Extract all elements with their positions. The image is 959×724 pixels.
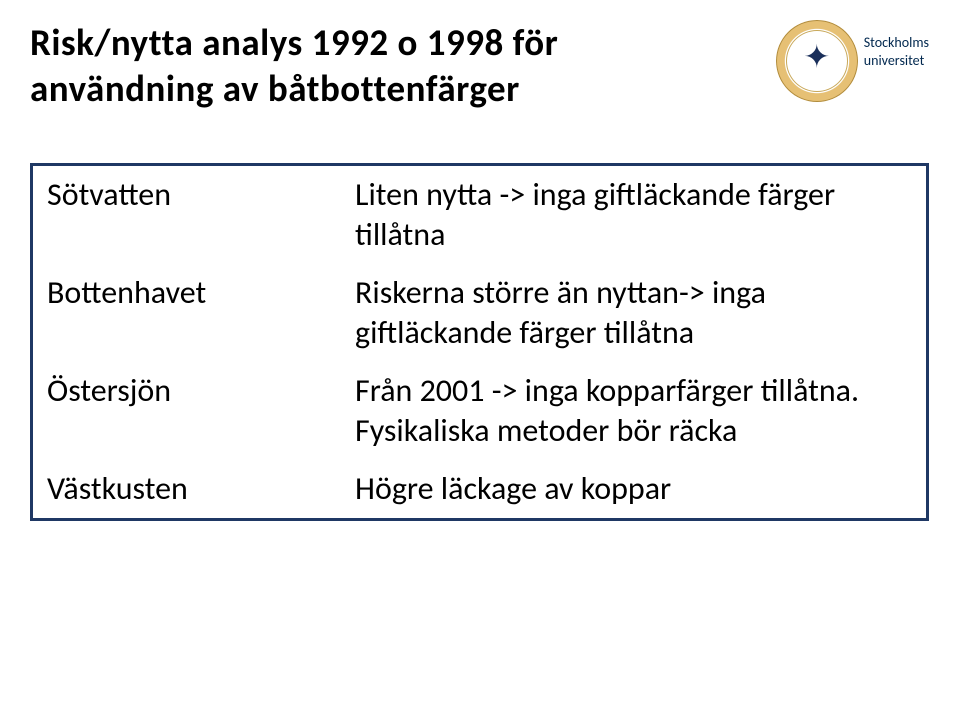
page-title: Risk/nytta analys 1992 o 1998 för använd… bbox=[30, 20, 739, 113]
title-line-1: Risk/nytta analys 1992 o 1998 för bbox=[30, 20, 558, 65]
row-text-bottenhavet: Riskerna större än nyttan-> inga giftläc… bbox=[341, 264, 926, 362]
row-label-sotvatten: Sötvatten bbox=[33, 166, 341, 264]
row-text-sotvatten: Liten nytta -> inga giftläckande färger … bbox=[341, 166, 926, 264]
logo-text-line-1: Stockholms bbox=[864, 34, 929, 52]
table-row: Bottenhavet Riskerna större än nyttan-> … bbox=[33, 264, 926, 362]
row-label-bottenhavet: Bottenhavet bbox=[33, 264, 341, 362]
logo-text-line-2: universitet bbox=[864, 52, 929, 70]
table-row: Östersjön Från 2001 -> inga kopparfärger… bbox=[33, 362, 926, 460]
table-row: Västkusten Högre läckage av koppar bbox=[33, 460, 926, 518]
row-text-ostersjon: Från 2001 -> inga kopparfärger tillåtna.… bbox=[341, 362, 926, 460]
row-text-vastkusten: Högre läckage av koppar bbox=[341, 460, 926, 518]
title-line-2: användning av båtbottenfärger bbox=[30, 66, 520, 111]
row-label-vastkusten: Västkusten bbox=[33, 460, 341, 518]
row-label-ostersjon: Östersjön bbox=[33, 362, 341, 460]
risk-benefit-table: Sötvatten Liten nytta -> inga giftläckan… bbox=[30, 163, 929, 521]
university-logo-text: Stockholms universitet bbox=[864, 34, 929, 69]
university-seal-icon: ✦ bbox=[776, 20, 858, 102]
university-logo: ✦ Stockholms universitet bbox=[739, 20, 929, 102]
row-text-ostersjon-main: Från 2001 -> inga kopparfärger tillåtna. bbox=[355, 371, 859, 410]
row-text-ostersjon-extra: Fysikaliska metoder bör räcka bbox=[355, 411, 737, 450]
header: Risk/nytta analys 1992 o 1998 för använd… bbox=[30, 20, 929, 113]
table-row: Sötvatten Liten nytta -> inga giftläckan… bbox=[33, 166, 926, 264]
